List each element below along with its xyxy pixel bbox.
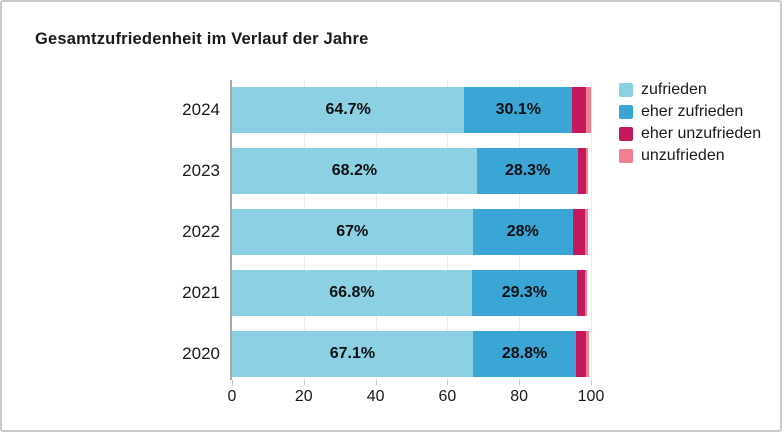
- bar-segment-unzufrieden: [584, 209, 588, 255]
- bar-segment-value-label: 28%: [506, 223, 539, 240]
- x-axis-tick-label: 20: [294, 388, 313, 405]
- bar-segment-eher-zufrieden: 28%: [472, 209, 574, 255]
- bar-segment-unzufrieden: [585, 148, 589, 194]
- x-axis-tick: [591, 380, 592, 385]
- bar-segment-value-label: 68.2%: [331, 162, 378, 179]
- x-axis-tick: [519, 380, 521, 385]
- bar-segment-value-label: 64.7%: [325, 101, 371, 118]
- legend-swatch-icon: [619, 82, 633, 97]
- x-gridline: [591, 80, 592, 380]
- bar-segment-eher-zufrieden: 29.3%: [471, 270, 577, 316]
- x-axis-tick-label: 80: [510, 388, 529, 405]
- legend-item-zufrieden: zufrieden: [619, 80, 761, 98]
- bar-segment-value-label: 30.1%: [495, 101, 541, 118]
- y-axis-line: [230, 80, 232, 380]
- x-axis-tick-label: 0: [227, 388, 237, 405]
- bar-segment-eher-unzufrieden: [572, 87, 587, 133]
- bar-segment-unzufrieden: [584, 270, 588, 316]
- bar-segment-zufrieden: 67.1%: [232, 331, 473, 377]
- bar-segment-zufrieden: 67%: [232, 209, 473, 255]
- stacked-bar-2022: 67% 28%: [232, 209, 591, 255]
- year-label-2022: 2022: [182, 222, 220, 241]
- bar-segment-value-label: 67.1%: [329, 345, 376, 362]
- bar-segment-value-label: 66.8%: [329, 284, 375, 301]
- bar-segment-zufrieden: 64.7%: [232, 87, 465, 133]
- legend-label: eher unzufrieden: [641, 124, 762, 142]
- bar-segment-value-label: 28.3%: [504, 162, 551, 179]
- legend: zufrieden eher zufrieden eher unzufrieden u…: [619, 80, 762, 170]
- chart-title: Gesamtzufriedenheit im Verlauf der Jahre: [35, 30, 369, 48]
- year-label-2023: 2023: [182, 161, 220, 180]
- x-axis-tick: [447, 380, 449, 385]
- x-axis-tick-label: 40: [366, 388, 385, 405]
- legend-swatch-icon: [619, 104, 633, 119]
- legend-item-eher-zufrieden: eher zufrieden: [619, 102, 761, 120]
- bar-segment-eher-unzufrieden: [576, 331, 587, 377]
- legend-swatch-icon: [619, 126, 633, 141]
- bar-segment-eher-zufrieden: 28.3%: [476, 148, 579, 194]
- bar-segment-zufrieden: 66.8%: [232, 270, 472, 316]
- year-label-2024: 2024: [182, 100, 220, 119]
- year-label-2020: 2020: [182, 344, 220, 363]
- x-axis-tick: [232, 380, 233, 385]
- bar-segment-eher-unzufrieden: [578, 148, 586, 194]
- bar-segment-value-label: 29.3%: [501, 284, 548, 301]
- bar-segment-eher-unzufrieden: [573, 209, 585, 255]
- legend-label: eher zufrieden: [641, 102, 744, 120]
- bar-segment-zufrieden: 68.2%: [232, 148, 477, 194]
- legend-label: zufrieden: [641, 80, 707, 98]
- bar-segment-eher-zufrieden: 28.8%: [472, 331, 577, 377]
- stacked-bar-2023: 68.2% 28.3%: [232, 148, 591, 194]
- x-axis-tick: [375, 380, 377, 385]
- bar-segment-value-label: 28.8%: [501, 345, 548, 362]
- bar-segment-value-label: 67%: [336, 223, 369, 240]
- stacked-bar-2021: 66.8% 29.3%: [232, 270, 591, 316]
- legend-swatch-icon: [619, 148, 633, 163]
- bar-segment-unzufrieden: [586, 87, 591, 133]
- bar-segment-eher-unzufrieden: [576, 270, 585, 316]
- stacked-bar-2024: 64.7% 30.1%: [232, 87, 591, 133]
- legend-label: unzufrieden: [641, 146, 725, 164]
- legend-item-eher-unzufrieden: eher unzufrieden: [619, 124, 762, 142]
- stacked-bar-2020: 67.1% 28.8%: [232, 331, 591, 377]
- x-axis-tick: [303, 380, 305, 385]
- x-axis-tick-label: 100: [577, 388, 605, 405]
- year-label-2021: 2021: [182, 283, 220, 302]
- plot-area: 64.7% 30.1% 68.2% 28.3% 67% 28% 66.8% 29.3% 67.1…: [230, 80, 592, 385]
- bar-segment-unzufrieden: [586, 331, 590, 377]
- bar-segment-eher-zufrieden: 30.1%: [464, 87, 573, 133]
- x-axis-tick-label: 60: [438, 388, 457, 405]
- legend-item-unzufrieden: unzufrieden: [619, 146, 761, 164]
